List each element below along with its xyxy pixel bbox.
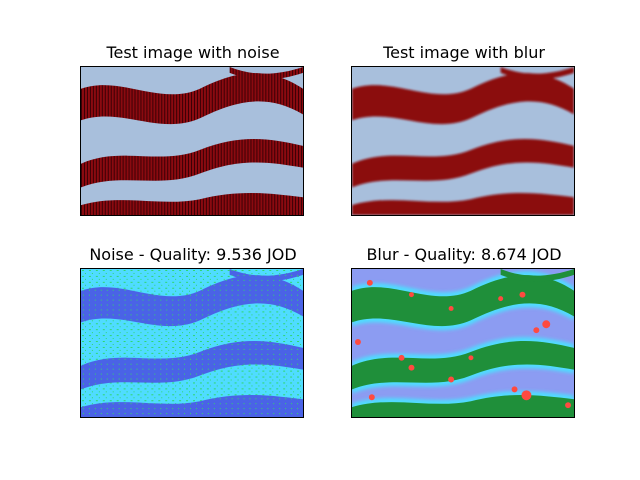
blur-photo: [352, 67, 574, 215]
noise-heatmap: [81, 269, 303, 417]
title-blur: Test image with blur: [383, 43, 545, 62]
image-panel-blur: [351, 66, 575, 216]
title-noise-quality: Noise - Quality: 9.536 JOD: [89, 245, 297, 264]
blur-heatmap: [352, 269, 574, 417]
image-panel-noise: [80, 66, 304, 216]
title-noise: Test image with noise: [106, 43, 280, 62]
heatmap-panel-blur: [351, 268, 575, 418]
title-blur-quality: Blur - Quality: 8.674 JOD: [366, 245, 562, 264]
noise-photo: [81, 67, 303, 215]
heatmap-panel-noise: [80, 268, 304, 418]
